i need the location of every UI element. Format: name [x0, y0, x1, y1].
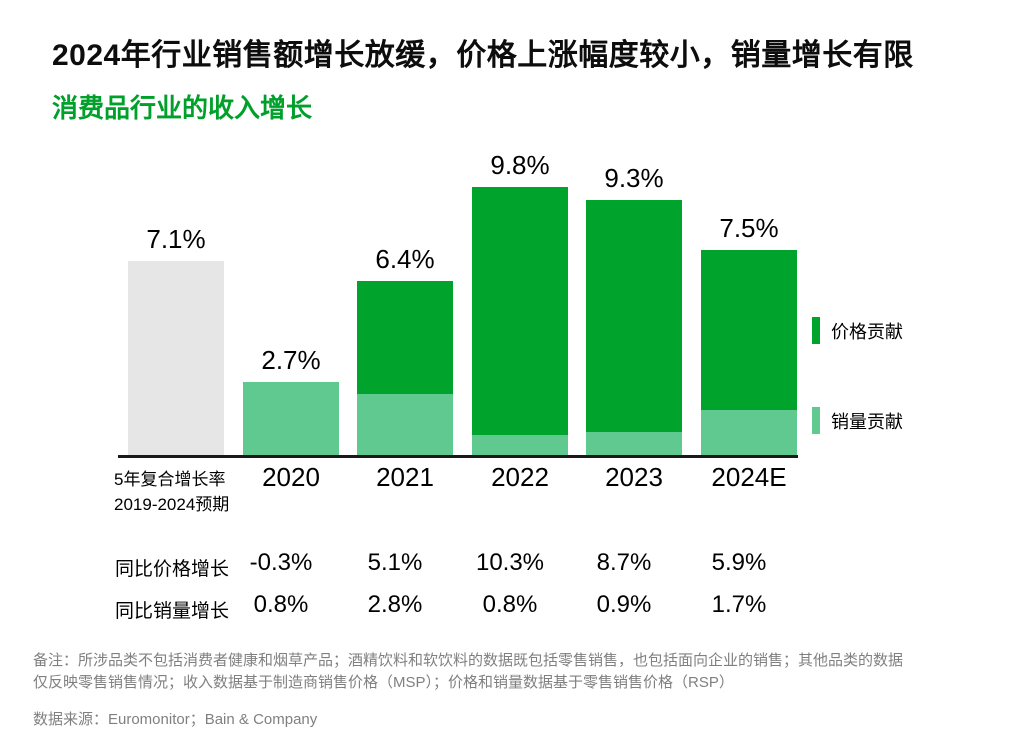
bar-segment-price-2021: [357, 281, 453, 394]
bar-value-label-2020: 2.7%: [261, 345, 321, 375]
footnote: 备注：所涉品类不包括消费者健康和烟草产品；酒精饮料和软饮料的数据既包括零售销售，…: [33, 650, 993, 693]
table-cell-yoy-volume-growth-2022: 0.8%: [482, 591, 538, 618]
bar-segment-volume-2023: [586, 432, 682, 457]
footnote-line-1: 备注：所涉品类不包括消费者健康和烟草产品；酒精饮料和软饮料的数据既包括零售销售，…: [33, 652, 904, 669]
table-cell-yoy-volume-growth-2023: 0.9%: [596, 591, 652, 618]
bar-segment-price-2022: [472, 187, 568, 435]
x-axis-label-line: 5年复合增长率: [114, 470, 226, 489]
bar-segment-volume-2021: [357, 394, 453, 457]
legend-label-price: 价格贡献: [831, 321, 903, 342]
legend-item-volume: 销量贡献: [812, 407, 903, 434]
legend-item-price: 价格贡献: [812, 317, 903, 344]
bar-segment-price-2023: [586, 200, 682, 432]
x-axis-label-2021: 2021: [376, 462, 434, 492]
x-axis-label-2024E: 2024E: [711, 462, 787, 492]
x-axis-label-2023: 2023: [605, 462, 663, 492]
table-row-label-yoy-price-growth: 同比价格增长: [115, 559, 230, 580]
table-cell-yoy-volume-growth-2024E: 1.7%: [711, 591, 767, 618]
table-row-label-yoy-volume-growth: 同比销量增长: [115, 601, 230, 622]
table-cell-yoy-price-growth-2021: 5.1%: [367, 549, 423, 576]
bar-value-label-2023: 9.3%: [604, 163, 664, 193]
table-cell-yoy-volume-growth-2021: 2.8%: [367, 591, 423, 618]
bar-segment-volume-2024E: [701, 410, 797, 457]
bar-value-label-2024E: 7.5%: [719, 213, 779, 243]
footnote-line-2: 仅反映零售销售情况；收入数据基于制造商销售价格（MSP）；价格和销量数据基于零售…: [33, 673, 734, 691]
chart-plot-area: 7.1% 2.7% 6.4% 9.8% 9.3% 7.5%: [118, 150, 806, 457]
bar-value-label-cagr: 7.1%: [146, 224, 206, 254]
table-cell-yoy-price-growth-2020: -0.3%: [249, 549, 313, 576]
table-cell-yoy-price-growth-2022: 10.3%: [475, 549, 545, 576]
legend-swatch-price-icon: [812, 317, 820, 344]
bar-segment-volume-2020: [243, 382, 339, 457]
table-cell-yoy-price-growth-2024E: 5.9%: [711, 549, 767, 576]
x-axis-label-2022: 2022: [491, 462, 549, 492]
legend-swatch-volume-icon: [812, 407, 820, 434]
table-cell-yoy-volume-growth-2020: 0.8%: [253, 591, 309, 618]
legend-label-volume: 销量贡献: [831, 411, 903, 432]
data-source: 数据来源：Euromonitor；Bain & Company: [33, 711, 318, 728]
bar-segment-cagr-cagr: [128, 261, 224, 457]
bar-value-label-2021: 6.4%: [375, 244, 435, 274]
chart-subtitle: 消费品行业的收入增长: [52, 93, 313, 123]
bar-segment-volume-2022: [472, 435, 568, 457]
x-axis-label-line: 2019-2024预期: [114, 495, 230, 514]
table-cell-yoy-price-growth-2023: 8.7%: [596, 549, 652, 576]
bar-value-label-2022: 9.8%: [490, 150, 550, 180]
bar-segment-price-2024E: [701, 250, 797, 410]
x-axis-label-2020: 2020: [262, 462, 320, 492]
page-title: 2024年行业销售额增长放缓，价格上涨幅度较小，销量增长有限: [52, 39, 914, 72]
x-axis-line: [118, 455, 798, 458]
x-axis-label-cagr: 5年复合增长率 2019-2024预期: [114, 467, 229, 517]
